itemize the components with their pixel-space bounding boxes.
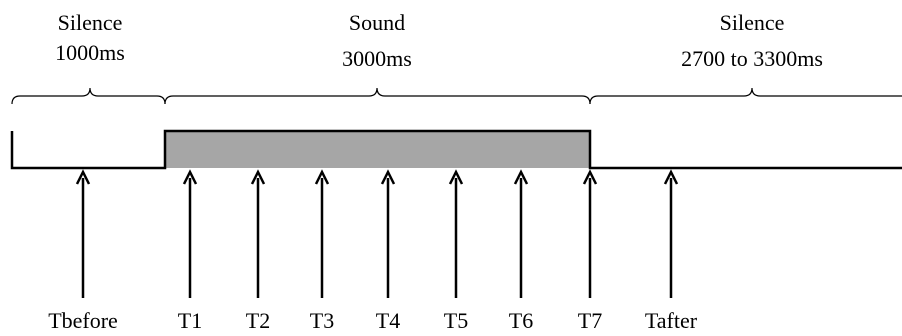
arrow-t6: [513, 169, 529, 298]
arrow-tafter: [663, 169, 679, 298]
timepoint-label-t3: T3: [310, 308, 334, 333]
arrow-t4: [380, 169, 396, 298]
timepoint-label-t4: T4: [376, 308, 400, 333]
signal-trace: [10, 129, 902, 170]
segment-silence-after-duration: 2700 to 3300ms: [681, 46, 823, 71]
timepoint-labels: Tbefore T1 T2 T3 T4 T5 T6 T7 Tafter: [48, 308, 698, 333]
arrow-t5: [448, 169, 464, 298]
arrow-t1: [182, 169, 198, 298]
arrow-t3: [314, 169, 330, 298]
brace-sound: [164, 87, 591, 105]
timepoint-label-t5: T5: [444, 308, 468, 333]
timepoint-label-t7: T7: [578, 308, 602, 333]
segment-sound-title: Sound: [349, 10, 405, 35]
arrow-t2: [250, 169, 266, 298]
segment-silence-after-title: Silence: [720, 10, 785, 35]
arrow-tbefore: [75, 169, 91, 298]
timepoint-label-tbefore: Tbefore: [48, 308, 118, 333]
timepoint-label-t6: T6: [509, 308, 533, 333]
segment-silence-before-title: Silence: [58, 10, 123, 35]
segment-silence-before-duration: 1000ms: [55, 40, 125, 65]
timepoint-label-t1: T1: [178, 308, 202, 333]
arrow-t7: [582, 169, 598, 298]
brace-silence-after: [589, 87, 902, 105]
timepoint-arrows: [75, 169, 679, 298]
timepoint-label-t2: T2: [246, 308, 270, 333]
sound-block: [165, 131, 590, 168]
brace-silence-before: [11, 87, 166, 105]
segment-sound-duration: 3000ms: [342, 46, 412, 71]
timepoint-label-tafter: Tafter: [645, 308, 698, 333]
